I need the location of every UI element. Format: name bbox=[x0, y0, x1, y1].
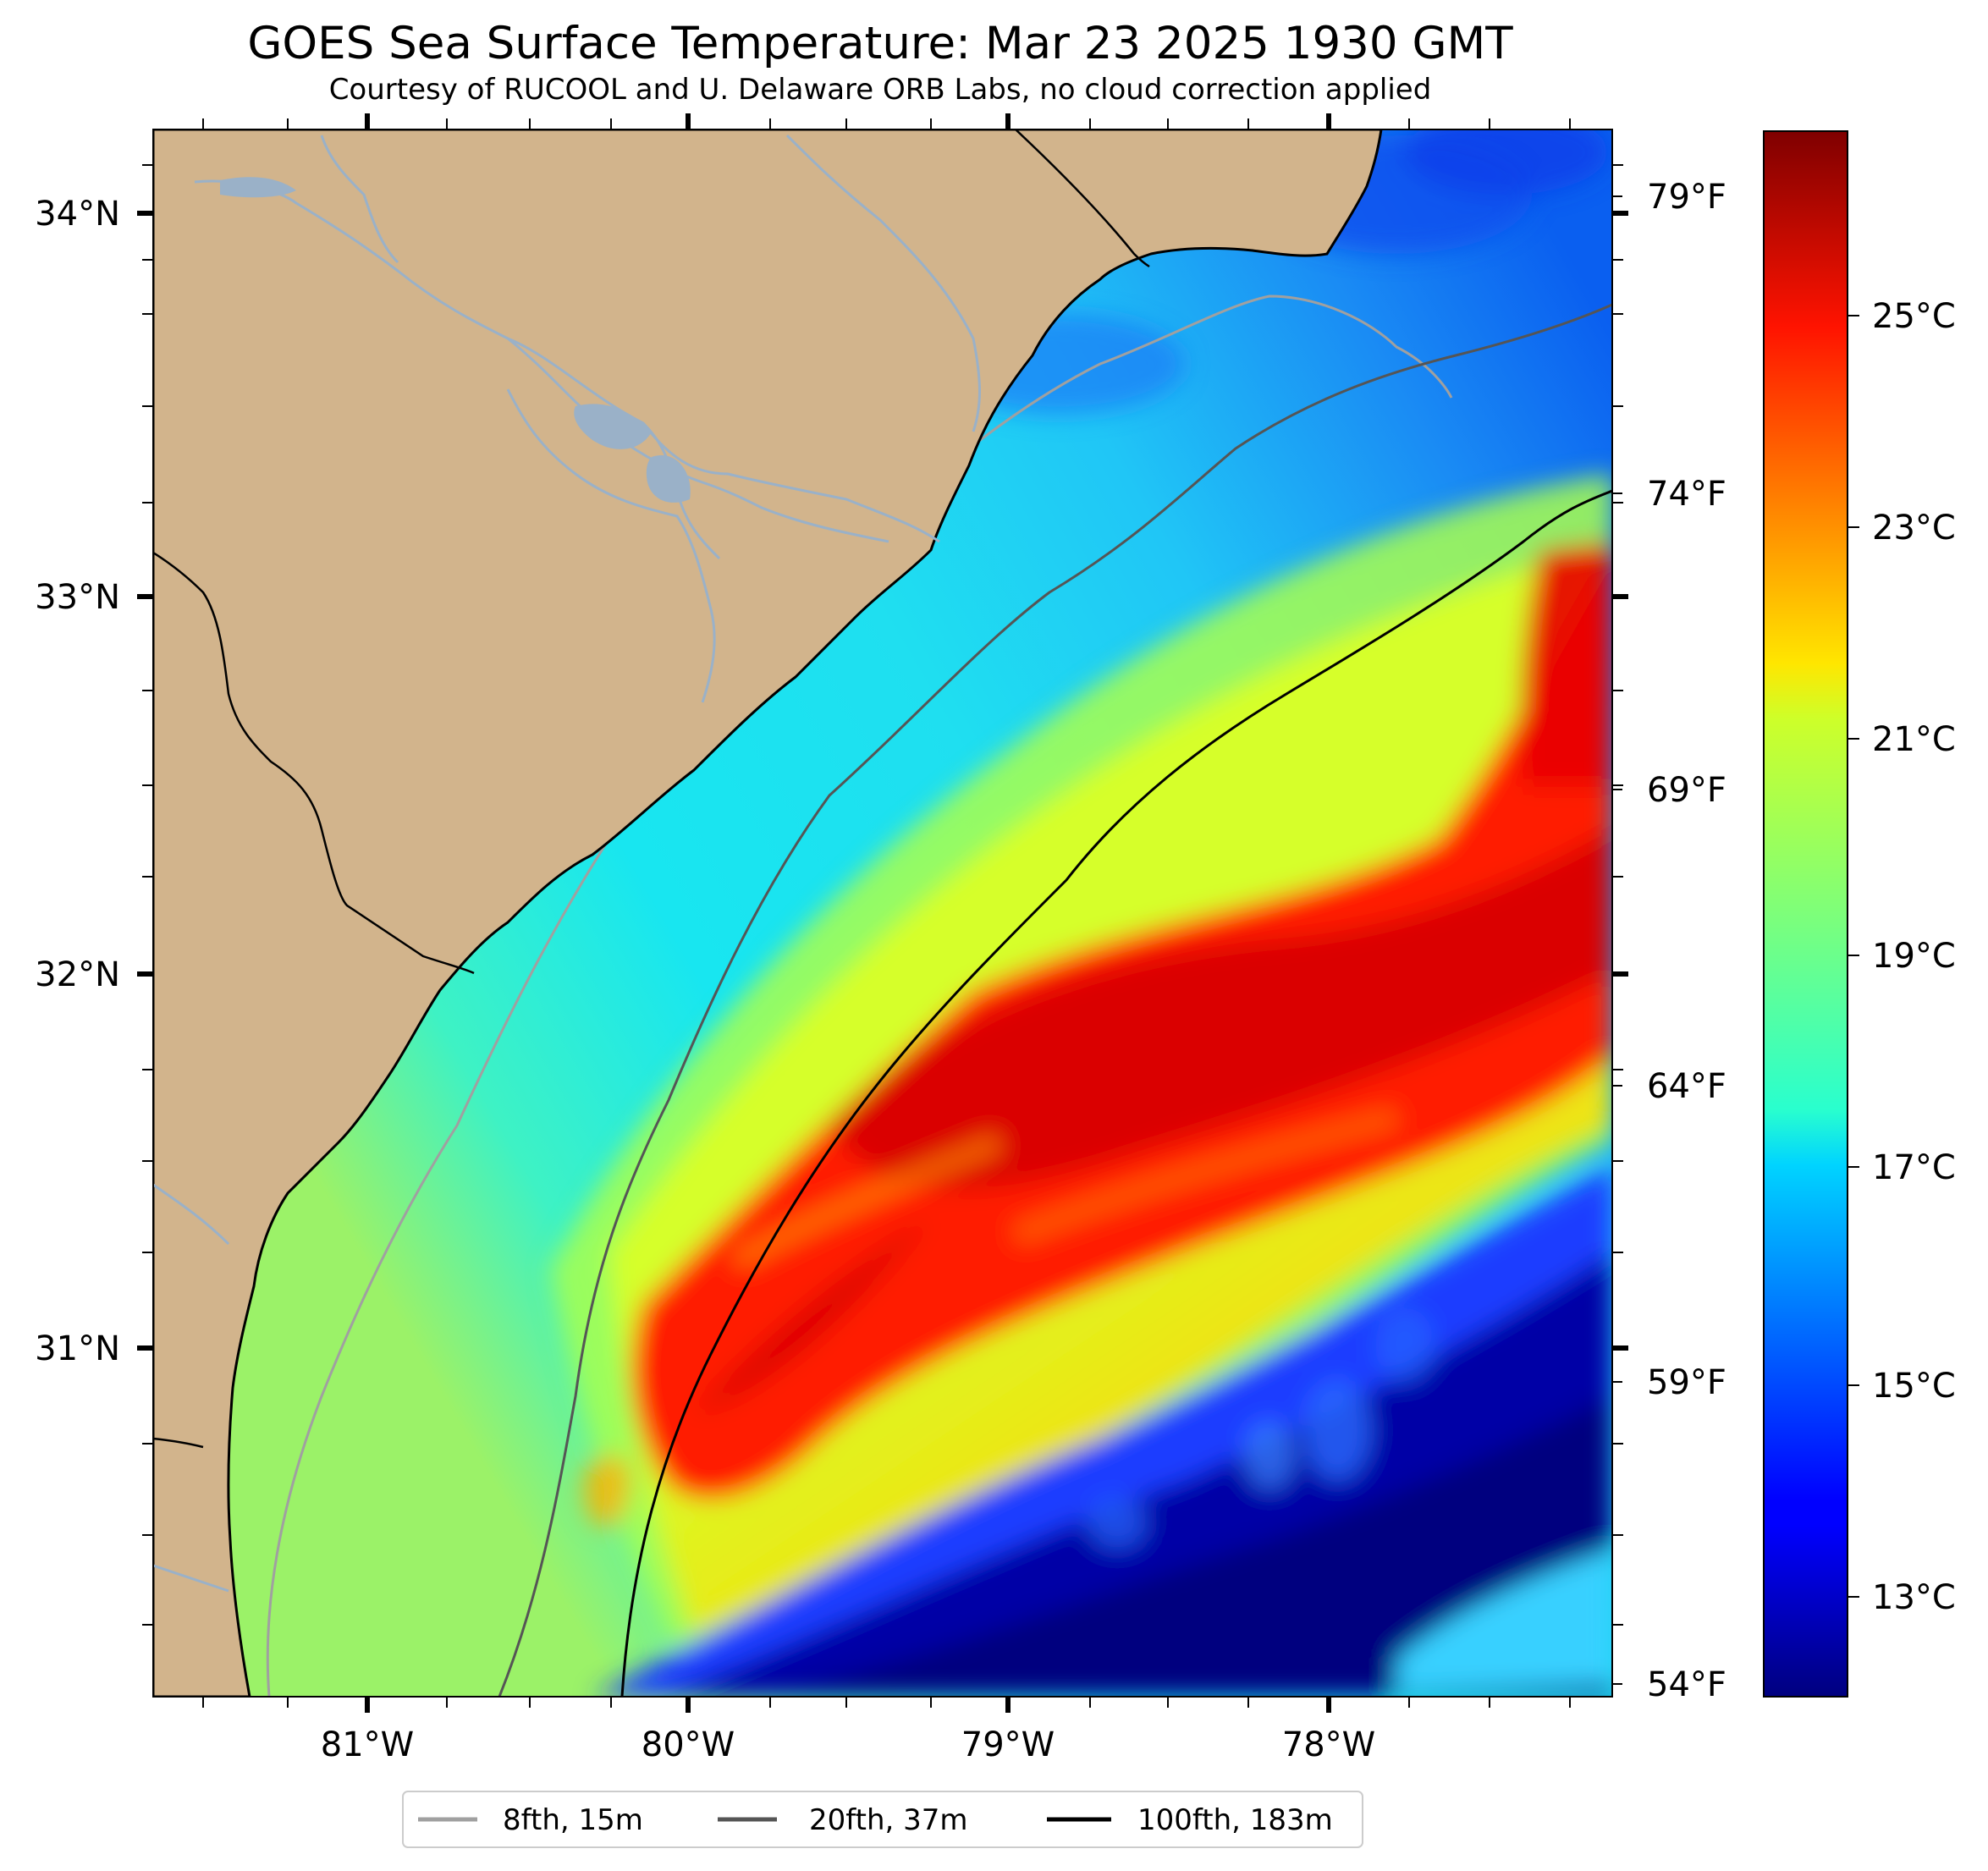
fahrenheit-ticks bbox=[1612, 195, 1622, 1685]
lon-label-78w: 78°W bbox=[1282, 1725, 1375, 1764]
colorbar-label-15c: 15°C bbox=[1872, 1367, 1956, 1406]
colorbar-label-21c: 21°C bbox=[1872, 720, 1956, 759]
land-mass bbox=[153, 129, 1383, 1697]
state-boundaries bbox=[153, 129, 1150, 1449]
lon-label-79w: 79°W bbox=[961, 1725, 1055, 1764]
fahrenheit-label-59: 59°F bbox=[1647, 1363, 1726, 1402]
rivers bbox=[153, 134, 981, 1593]
fahrenheit-label-54: 54°F bbox=[1647, 1665, 1726, 1704]
sst-thermal-features bbox=[550, 129, 1612, 1697]
contour-100fth bbox=[620, 489, 1612, 1697]
colorbar-label-19c: 19°C bbox=[1872, 937, 1956, 976]
lat-major-ticks bbox=[137, 211, 1628, 1351]
legend-label-20fth: 20fth, 37m bbox=[809, 1803, 968, 1837]
lon-label-81w: 81°W bbox=[321, 1725, 414, 1764]
legend-label-100fth: 100fth, 183m bbox=[1137, 1803, 1333, 1837]
colorbar-label-25c: 25°C bbox=[1872, 297, 1956, 336]
lakes bbox=[220, 177, 691, 503]
colorbar-ticks bbox=[1848, 315, 1859, 1598]
colorbar-label-23c: 23°C bbox=[1872, 509, 1956, 548]
colorbar-label-13c: 13°C bbox=[1872, 1578, 1956, 1617]
contour-legend: 8fth, 15m 20fth, 37m 100fth, 183m bbox=[402, 1791, 1363, 1848]
lat-minor-ticks bbox=[142, 164, 1623, 1626]
fahrenheit-label-64: 64°F bbox=[1647, 1067, 1726, 1106]
legend-box bbox=[402, 1791, 1363, 1848]
map-panel bbox=[153, 129, 1612, 1697]
map-frame bbox=[152, 129, 1613, 1698]
lat-label-34n: 34°N bbox=[35, 195, 120, 234]
fahrenheit-label-79: 79°F bbox=[1647, 178, 1726, 217]
lat-label-31n: 31°N bbox=[35, 1329, 120, 1368]
legend-label-8fth: 8fth, 15m bbox=[503, 1803, 643, 1837]
lon-minor-ticks bbox=[202, 118, 1571, 1708]
contour-20fth bbox=[498, 303, 1612, 1697]
map-subtitle: Courtesy of RUCOOL and U. Delaware ORB L… bbox=[328, 73, 1432, 107]
fahrenheit-label-74: 74°F bbox=[1647, 475, 1726, 514]
colorbar bbox=[1763, 130, 1848, 1698]
lon-label-80w: 80°W bbox=[642, 1725, 735, 1764]
fahrenheit-label-69: 69°F bbox=[1647, 771, 1726, 810]
colorbar-label-17c: 17°C bbox=[1872, 1148, 1956, 1187]
lon-major-ticks bbox=[365, 113, 1331, 1713]
map-title: GOES Sea Surface Temperature: Mar 23 202… bbox=[247, 18, 1513, 69]
lat-label-32n: 32°N bbox=[35, 955, 120, 994]
lat-label-33n: 33°N bbox=[35, 578, 120, 617]
